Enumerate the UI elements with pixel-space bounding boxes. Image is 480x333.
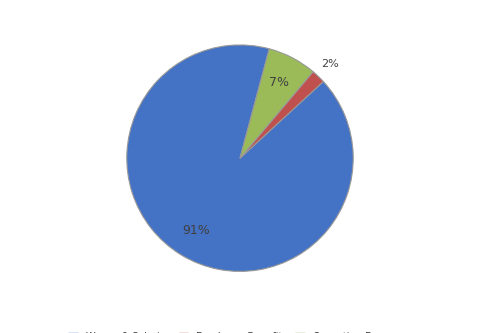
Text: 7%: 7% (269, 76, 289, 90)
Text: 91%: 91% (182, 224, 210, 237)
Wedge shape (240, 49, 313, 158)
Legend: Wages & Salaries, Employee Benefits, Operating Expenses: Wages & Salaries, Employee Benefits, Ope… (65, 328, 415, 333)
Wedge shape (240, 72, 324, 158)
Text: 2%: 2% (321, 59, 339, 69)
Wedge shape (127, 45, 353, 271)
